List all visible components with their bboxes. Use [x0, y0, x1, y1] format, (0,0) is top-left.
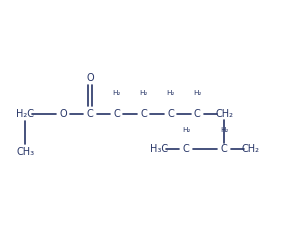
Text: CH₂: CH₂	[215, 109, 233, 118]
Text: C: C	[113, 109, 120, 118]
Text: H₂: H₂	[220, 127, 228, 133]
Text: C: C	[87, 109, 93, 118]
Text: CH₂: CH₂	[242, 144, 260, 154]
Text: O: O	[59, 109, 67, 118]
Text: H₂: H₂	[182, 127, 190, 133]
Text: H₂: H₂	[193, 90, 201, 96]
Text: O: O	[86, 73, 94, 83]
Text: C: C	[167, 109, 174, 118]
Text: H₃C: H₃C	[150, 144, 168, 154]
Text: C: C	[140, 109, 147, 118]
Text: H₂C: H₂C	[16, 109, 34, 118]
Text: C: C	[221, 144, 227, 154]
Text: H₂: H₂	[166, 90, 175, 96]
Text: C: C	[194, 109, 201, 118]
Text: C: C	[183, 144, 190, 154]
Text: CH₃: CH₃	[16, 146, 34, 156]
Text: H₂: H₂	[113, 90, 121, 96]
Text: H₂: H₂	[139, 90, 148, 96]
